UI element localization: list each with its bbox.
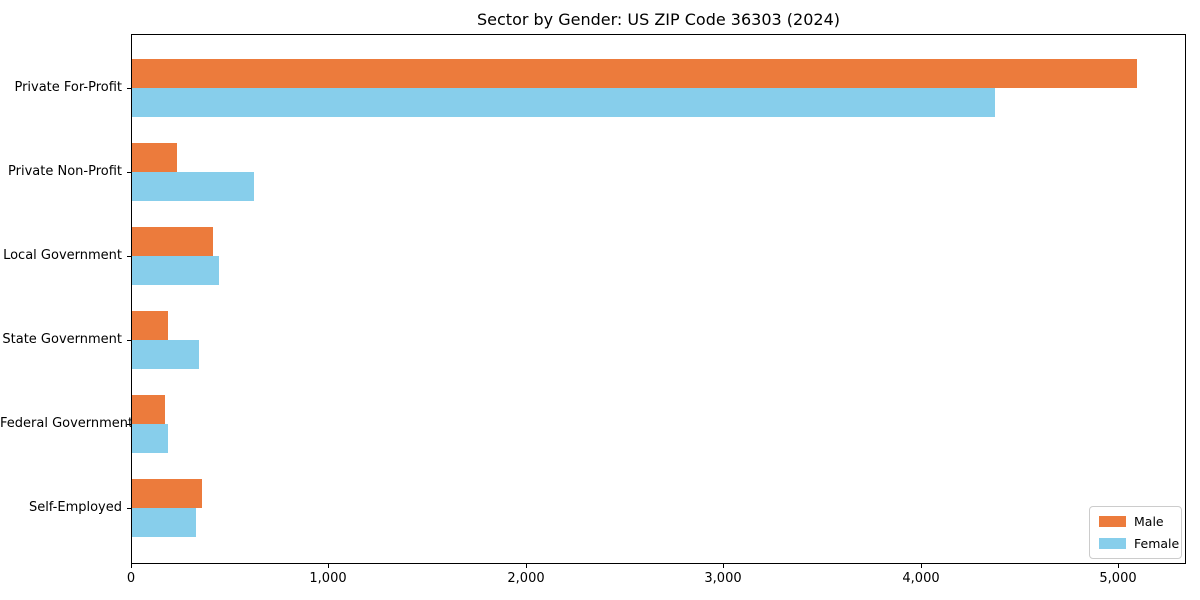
legend-item-female: Female <box>1099 536 1179 551</box>
legend-label-female: Female <box>1134 536 1180 551</box>
bar-male-private-non-profit <box>132 143 177 172</box>
bar-female-private-non-profit <box>132 172 254 201</box>
category-label-federal-government: Federal Government <box>0 416 134 431</box>
x-axis-tick-0 <box>131 564 132 568</box>
x-axis-label-4000: 4,000 <box>902 571 940 586</box>
bar-female-local-government <box>132 256 219 285</box>
bar-male-federal-government <box>132 395 165 424</box>
legend-swatch-female <box>1099 538 1126 549</box>
y-axis-tick-self-employed <box>127 508 131 509</box>
bar-female-private-for-profit <box>132 88 995 117</box>
x-axis-label-3000: 3,000 <box>704 571 742 586</box>
y-axis-tick-private-for-profit <box>127 88 131 89</box>
bar-female-self-employed <box>132 508 196 537</box>
legend-swatch-male <box>1099 516 1126 527</box>
chart-title: Sector by Gender: US ZIP Code 36303 (202… <box>477 10 840 29</box>
x-axis-label-0: 0 <box>126 571 136 586</box>
category-label-local-government: Local Government <box>3 248 122 263</box>
plot-area <box>131 34 1186 564</box>
bar-male-private-for-profit <box>132 59 1137 88</box>
y-axis-tick-state-government <box>127 340 131 341</box>
legend: Male Female <box>1089 506 1182 559</box>
x-axis-tick-4000 <box>921 564 922 568</box>
category-label-state-government: State Government <box>2 332 122 347</box>
legend-label-male: Male <box>1134 514 1164 529</box>
x-axis-tick-5000 <box>1118 564 1119 568</box>
y-axis-tick-private-non-profit <box>127 172 131 173</box>
bar-female-state-government <box>132 340 199 369</box>
y-axis-tick-local-government <box>127 256 131 257</box>
x-axis-tick-1000 <box>328 564 329 568</box>
x-axis-label-1000: 1,000 <box>309 571 347 586</box>
category-label-self-employed: Self-Employed <box>28 500 122 515</box>
x-axis-label-5000: 5,000 <box>1099 571 1137 586</box>
category-label-private-for-profit: Private For-Profit <box>14 80 122 95</box>
legend-item-male: Male <box>1099 514 1172 529</box>
bar-male-self-employed <box>132 479 202 508</box>
x-axis-tick-2000 <box>526 564 527 568</box>
x-axis-tick-3000 <box>723 564 724 568</box>
bar-male-local-government <box>132 227 213 256</box>
bar-female-federal-government <box>132 424 168 453</box>
bar-male-state-government <box>132 311 168 340</box>
category-label-private-non-profit: Private Non-Profit <box>8 164 122 179</box>
x-axis-label-2000: 2,000 <box>507 571 545 586</box>
y-axis-tick-federal-government <box>127 424 131 425</box>
